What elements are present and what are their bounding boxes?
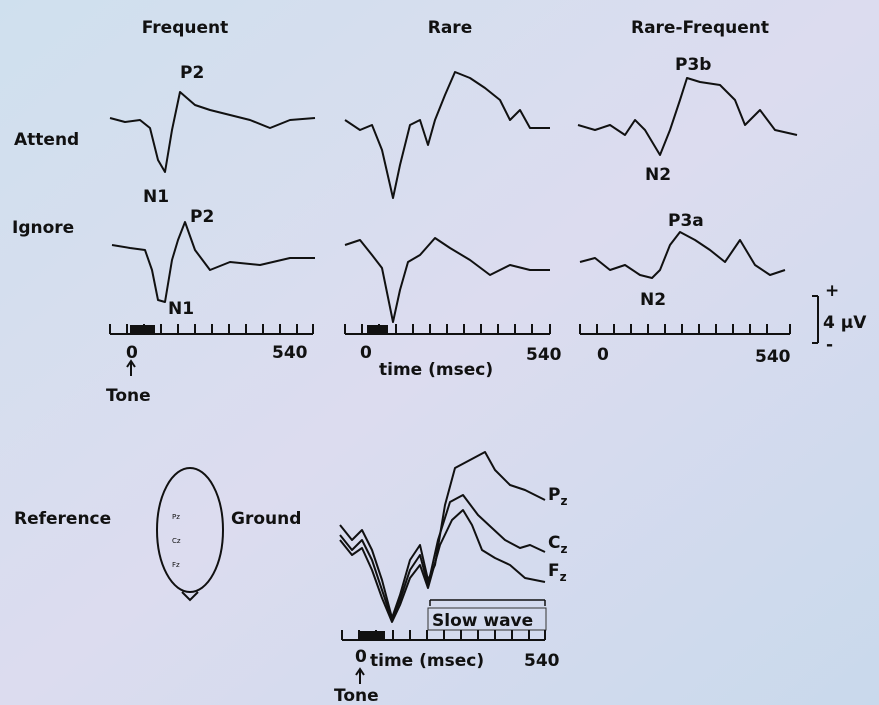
head [156, 467, 224, 593]
peak-label: P3a [668, 211, 704, 231]
scale-minus: - [826, 335, 833, 355]
arrow [355, 667, 365, 684]
axis-label: time (msec) [370, 651, 484, 671]
electrode: Pz [172, 513, 180, 521]
stimulus-label: Tone [334, 686, 379, 705]
peak-label: N1 [143, 187, 169, 207]
slow-wave-box [427, 607, 547, 631]
peak-label: P2 [190, 207, 214, 227]
trace-sub: z [560, 570, 567, 584]
column-title: Frequent [142, 18, 228, 38]
electrode: Cz [172, 537, 181, 545]
axis-end: 540 [526, 345, 562, 365]
axis-start: 0 [360, 343, 372, 363]
scale-plus: + [825, 281, 839, 301]
trace-sub: z [560, 494, 567, 508]
axis-end: 540 [755, 347, 791, 367]
axis-end: 540 [272, 343, 308, 363]
axis-line [579, 324, 791, 335]
peak-label: P3b [675, 55, 711, 75]
waveform [339, 509, 546, 623]
slow-wave-bracket [429, 599, 546, 606]
ground-label: Ground [231, 509, 301, 529]
trace-letter: C [548, 533, 560, 553]
column-title: Rare-Frequent [631, 18, 769, 38]
trace-letter: P [548, 485, 560, 505]
trace-label: Fz [548, 561, 567, 584]
peak-label: N1 [168, 299, 194, 319]
waveform [344, 71, 550, 199]
scale-bar [812, 295, 819, 344]
slow-wave-label: Slow wave [432, 611, 533, 631]
arrow [126, 359, 136, 376]
trace-label: Pz [548, 485, 567, 508]
nose [181, 591, 199, 602]
peak-label: P2 [180, 63, 204, 83]
trace-letter: F [548, 561, 560, 581]
trace-sub: z [560, 542, 567, 556]
time-axis [109, 324, 791, 335]
axis-start: 0 [126, 343, 138, 363]
trace-label: Cz [548, 533, 567, 556]
axis-start: 0 [597, 345, 609, 365]
peak-label: N2 [645, 165, 671, 185]
waveform [111, 221, 315, 303]
stimulus-label: Tone [106, 386, 151, 406]
row-title: Attend [14, 130, 79, 150]
axis-label: time (msec) [379, 360, 493, 380]
waveform [577, 77, 798, 156]
reference-label: Reference [14, 509, 111, 529]
waveform [344, 237, 550, 323]
stimulus-bar [130, 325, 155, 334]
electrode: Fz [172, 561, 180, 569]
peak-label: N2 [640, 290, 666, 310]
stimulus-bar [367, 325, 388, 334]
waveform [579, 231, 786, 279]
stimulus-bar [360, 631, 385, 640]
waveform [339, 451, 546, 619]
axis-start: 0 [355, 647, 367, 667]
column-title: Rare [428, 18, 472, 38]
axis-end: 540 [524, 651, 560, 671]
scale-amount: 4 µV [823, 313, 867, 333]
waveform [109, 91, 316, 173]
row-title: Ignore [12, 218, 74, 238]
